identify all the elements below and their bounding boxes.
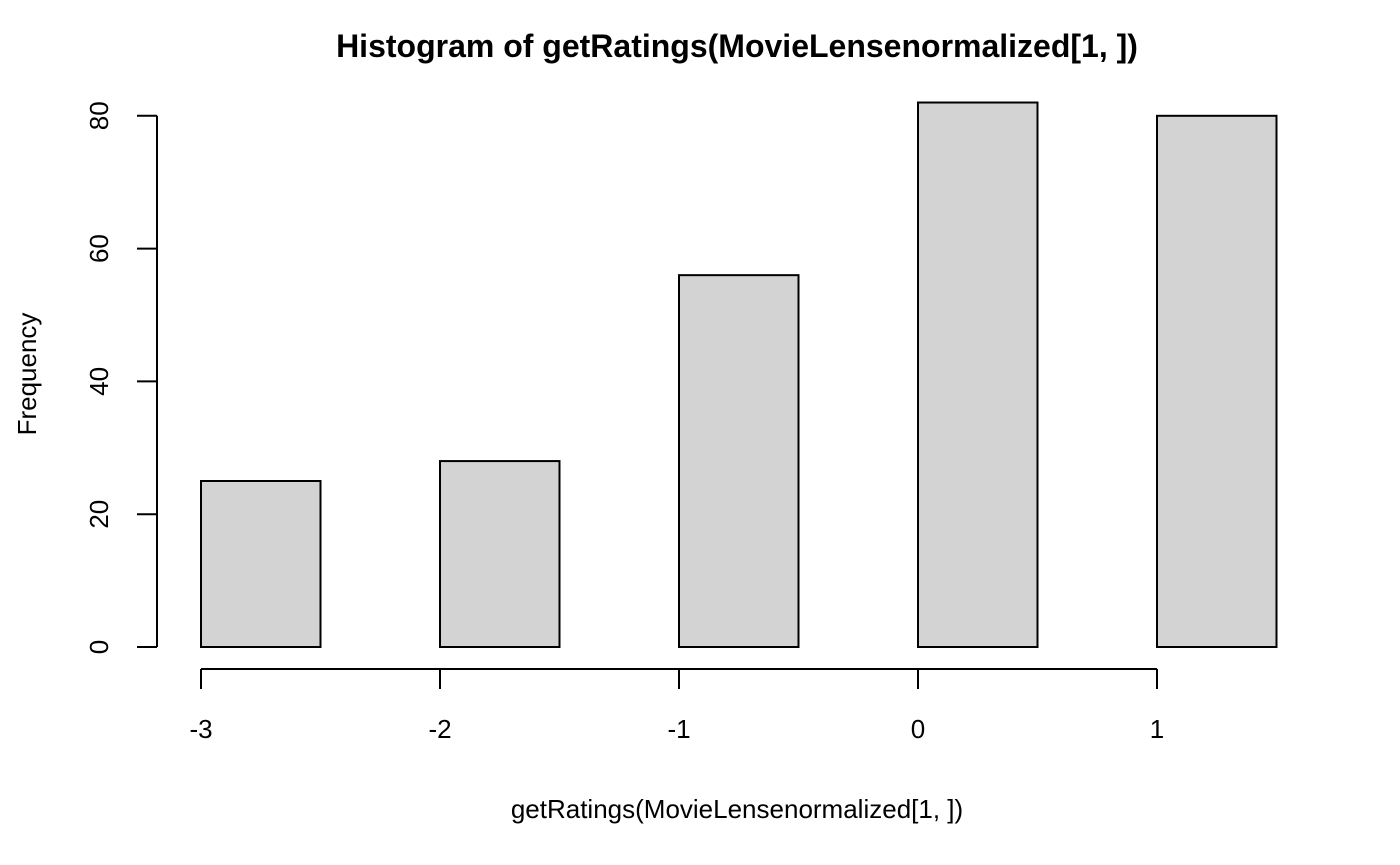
x-axis-label: getRatings(MovieLensenormalized[1, ]) <box>511 794 963 824</box>
y-tick-label-3: 60 <box>84 234 114 263</box>
histogram-bar-0 <box>200 480 322 648</box>
y-axis: 0 20 40 60 80 <box>84 101 158 654</box>
y-tick-label-2: 40 <box>84 367 114 396</box>
x-tick-label-4: 1 <box>1150 714 1164 744</box>
histogram-bar-4 <box>1156 114 1278 649</box>
chart-title: Histogram of getRatings(MovieLensenormal… <box>336 28 1138 64</box>
x-tick-label-3: 0 <box>911 714 925 744</box>
x-tick-label-0: -3 <box>189 714 212 744</box>
histogram-bar-2 <box>678 274 800 648</box>
y-tick-label-4: 80 <box>84 101 114 130</box>
histogram-bar-3 <box>917 101 1039 648</box>
y-tick-label-1: 20 <box>84 500 114 529</box>
y-axis-label: Frequency <box>12 313 42 436</box>
bars-group <box>200 101 1278 649</box>
histogram-bar-1 <box>439 460 561 648</box>
y-tick-label-0: 0 <box>84 640 114 654</box>
x-tick-label-2: -1 <box>667 714 690 744</box>
x-tick-label-1: -2 <box>428 714 451 744</box>
x-axis: -3 -2 -1 0 1 <box>189 668 1164 744</box>
